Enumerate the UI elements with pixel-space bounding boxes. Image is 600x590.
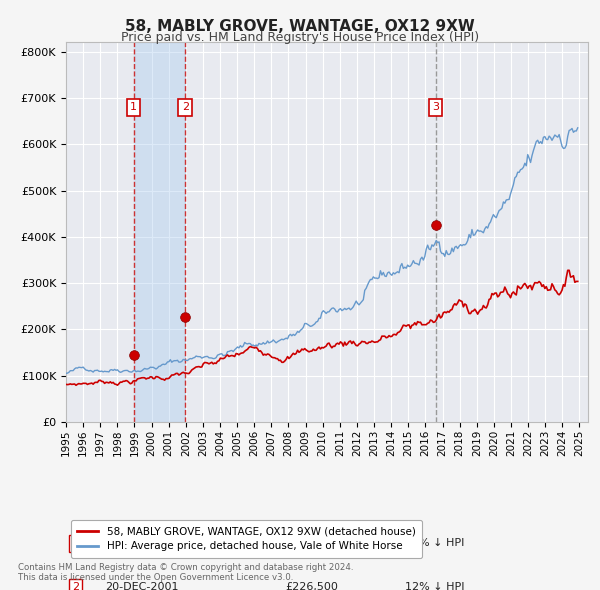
- Text: 11-DEC-1998: 11-DEC-1998: [105, 538, 179, 548]
- Legend: 58, MABLY GROVE, WANTAGE, OX12 9XW (detached house), HPI: Average price, detache: 58, MABLY GROVE, WANTAGE, OX12 9XW (deta…: [71, 520, 422, 558]
- Text: 2: 2: [72, 582, 79, 590]
- Text: 20-DEC-2001: 20-DEC-2001: [105, 582, 179, 590]
- Text: 3: 3: [432, 102, 439, 112]
- Text: Price paid vs. HM Land Registry's House Price Index (HPI): Price paid vs. HM Land Registry's House …: [121, 31, 479, 44]
- Text: 1: 1: [130, 102, 137, 112]
- Text: 1: 1: [72, 538, 79, 548]
- Text: 10% ↓ HPI: 10% ↓ HPI: [406, 538, 464, 548]
- Text: 2: 2: [182, 102, 189, 112]
- Text: Contains HM Land Registry data © Crown copyright and database right 2024.
This d: Contains HM Land Registry data © Crown c…: [18, 563, 353, 582]
- Text: 12% ↓ HPI: 12% ↓ HPI: [406, 582, 465, 590]
- Text: 58, MABLY GROVE, WANTAGE, OX12 9XW: 58, MABLY GROVE, WANTAGE, OX12 9XW: [125, 19, 475, 34]
- Bar: [134, 42, 185, 422]
- Text: £145,000: £145,000: [285, 538, 338, 548]
- Text: £226,500: £226,500: [285, 582, 338, 590]
